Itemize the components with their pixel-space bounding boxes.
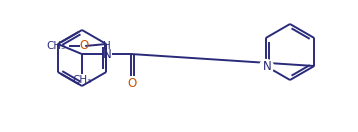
Text: O: O [127, 77, 137, 90]
Text: N: N [102, 48, 111, 60]
Text: CH₃: CH₃ [72, 75, 91, 85]
Text: N: N [262, 60, 271, 72]
Text: O: O [79, 39, 89, 53]
Text: H: H [103, 41, 111, 51]
Text: CH₃: CH₃ [46, 41, 65, 51]
